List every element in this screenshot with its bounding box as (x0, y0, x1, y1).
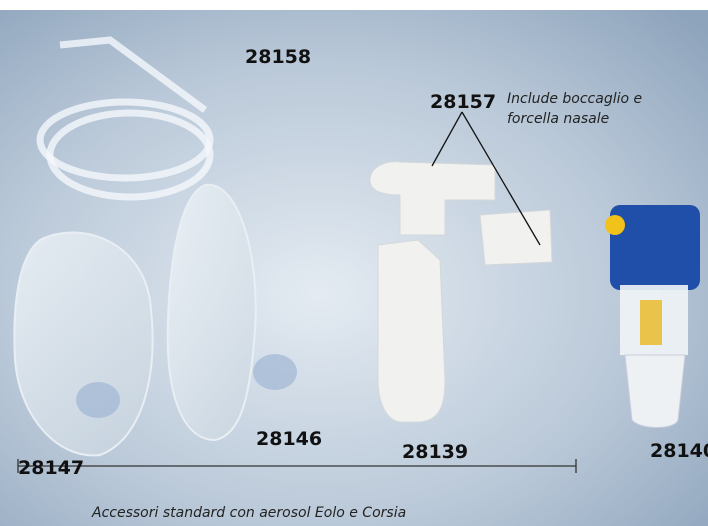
product-code: 28157 (430, 91, 496, 113)
product-code: 28139 (402, 441, 468, 463)
caption: Accessori standard con aerosol Eolo e Co… (91, 505, 406, 521)
product-code: 28158 (245, 46, 311, 68)
mask-valve (76, 382, 120, 418)
product-code: 28140 (650, 440, 708, 462)
product-note: forcella nasale (507, 111, 609, 127)
product-sheet: 28158 28157 Include boccaglio e forcella… (0, 0, 708, 526)
mask-adult (168, 185, 256, 440)
product-note: Include boccaglio e (507, 91, 642, 107)
product-code: 28146 (256, 428, 322, 450)
mask-child (14, 233, 152, 456)
product-code: 28147 (18, 457, 84, 479)
mask-valve (253, 354, 297, 390)
page: 28158 28157 Include boccaglio e forcella… (0, 0, 708, 526)
